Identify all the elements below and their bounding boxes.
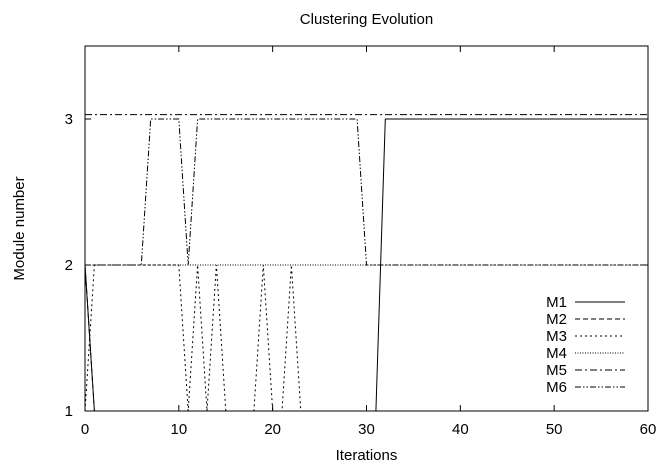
x-tick-label: 40	[452, 421, 469, 438]
x-tick-label: 30	[358, 421, 375, 438]
x-tick-label: 60	[640, 421, 657, 438]
y-axis-label: Module number	[11, 176, 28, 280]
legend-label-m2: M2	[546, 311, 567, 328]
legend-label-m6: M6	[546, 379, 567, 396]
x-tick-label: 10	[170, 421, 187, 438]
legend-label-m3: M3	[546, 328, 567, 345]
x-tick-label: 20	[264, 421, 281, 438]
y-tick-label: 1	[65, 403, 73, 420]
y-tick-label: 2	[65, 257, 73, 274]
y-tick-label: 3	[65, 111, 73, 128]
legend-label-m5: M5	[546, 362, 567, 379]
legend-label-m4: M4	[546, 345, 567, 362]
axis-ticks: 0 10 20 30 40 50 60 1 2 3	[65, 46, 657, 438]
legend-label-m1: M1	[546, 294, 567, 311]
chart-title: Clustering Evolution	[300, 11, 433, 28]
x-tick-label: 50	[546, 421, 563, 438]
x-axis-label: Iterations	[336, 447, 398, 464]
x-tick-label: 0	[81, 421, 89, 438]
series-m6-line	[85, 119, 648, 265]
